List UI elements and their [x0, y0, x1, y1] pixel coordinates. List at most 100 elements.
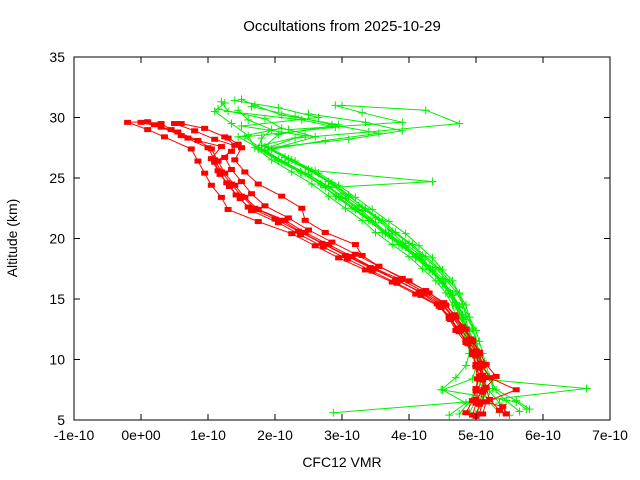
square-marker: [254, 219, 262, 225]
y-axis-label: Altitude (km): [4, 199, 20, 278]
square-marker: [479, 388, 487, 394]
y-tick-label: 30: [49, 110, 65, 126]
square-marker: [201, 170, 209, 176]
square-marker: [393, 280, 401, 286]
square-marker: [207, 182, 215, 188]
square-marker: [207, 146, 215, 152]
square-marker: [160, 134, 168, 140]
square-marker: [224, 206, 232, 212]
square-marker: [227, 148, 235, 154]
square-marker: [221, 170, 229, 176]
square-marker: [318, 240, 326, 246]
square-marker: [216, 171, 224, 177]
chart-title: Occultations from 2025-10-29: [243, 18, 441, 35]
square-marker: [294, 228, 302, 234]
square-marker: [311, 243, 319, 249]
square-marker: [225, 183, 233, 189]
red-profile-6-line: [174, 123, 518, 415]
square-marker: [231, 182, 239, 188]
square-marker: [321, 229, 329, 235]
square-marker: [455, 329, 463, 335]
square-marker: [361, 267, 369, 273]
x-tick-label: 2e-10: [257, 427, 293, 443]
square-marker: [417, 292, 425, 298]
square-marker: [464, 341, 472, 347]
x-tick-label: 3e-10: [324, 427, 360, 443]
x-tick-label: 7e-10: [592, 427, 628, 443]
square-marker: [348, 254, 356, 260]
square-marker: [479, 372, 487, 378]
square-marker: [261, 203, 269, 209]
square-marker: [248, 191, 256, 197]
square-marker: [201, 125, 209, 131]
square-marker: [236, 196, 244, 202]
square-marker: [462, 410, 470, 416]
square-marker: [254, 206, 262, 212]
square-marker: [144, 127, 152, 133]
square-marker: [472, 396, 480, 402]
square-marker: [254, 181, 262, 187]
square-marker: [472, 361, 480, 367]
plot-border: [73, 56, 611, 421]
square-marker: [366, 265, 374, 271]
y-tick-label: 25: [49, 170, 65, 186]
square-marker: [177, 133, 185, 139]
square-marker: [171, 121, 178, 127]
square-marker: [319, 244, 327, 250]
square-marker: [238, 145, 245, 151]
square-marker: [271, 216, 279, 222]
square-marker: [232, 192, 240, 198]
square-marker: [475, 349, 483, 355]
square-marker: [449, 313, 457, 319]
x-tick-label: -1e-10: [54, 427, 95, 443]
square-marker: [281, 217, 289, 223]
square-marker: [482, 361, 490, 367]
square-marker: [174, 129, 182, 135]
square-marker: [221, 154, 229, 160]
square-marker: [425, 290, 433, 296]
square-marker: [150, 122, 158, 128]
square-marker: [241, 169, 249, 175]
square-marker: [485, 375, 493, 381]
square-marker: [234, 141, 242, 147]
square-marker: [475, 401, 483, 407]
square-marker: [187, 146, 195, 152]
square-marker: [137, 119, 145, 125]
square-marker: [217, 144, 225, 150]
square-marker: [479, 377, 487, 383]
x-tick-label: 6e-10: [525, 427, 561, 443]
green-profile-2-line: [270, 104, 530, 410]
square-marker: [405, 278, 413, 284]
square-marker: [439, 301, 446, 307]
square-marker: [124, 119, 132, 125]
square-marker: [177, 121, 185, 127]
square-marker: [238, 179, 245, 185]
square-marker: [325, 242, 333, 248]
square-marker: [392, 277, 400, 283]
square-marker: [499, 404, 507, 410]
red-profile-4-line: [181, 123, 500, 411]
y-tick-label: 20: [49, 231, 65, 247]
square-marker: [479, 411, 487, 417]
square-marker: [241, 194, 249, 200]
square-marker: [301, 229, 309, 235]
square-marker: [341, 252, 349, 258]
red-profile-7-line: [154, 124, 507, 415]
square-marker: [397, 277, 405, 283]
square-marker: [211, 136, 219, 142]
square-marker: [495, 407, 503, 413]
green-profile-1-line: [267, 104, 487, 415]
square-marker: [288, 231, 296, 237]
square-marker: [343, 256, 351, 262]
square-marker: [184, 135, 192, 141]
square-marker: [227, 167, 235, 173]
square-marker: [502, 411, 510, 417]
square-marker: [224, 135, 232, 141]
square-marker: [437, 304, 445, 310]
square-marker: [207, 156, 215, 162]
square-marker: [274, 220, 282, 226]
square-marker: [298, 205, 306, 211]
square-marker: [301, 217, 309, 223]
